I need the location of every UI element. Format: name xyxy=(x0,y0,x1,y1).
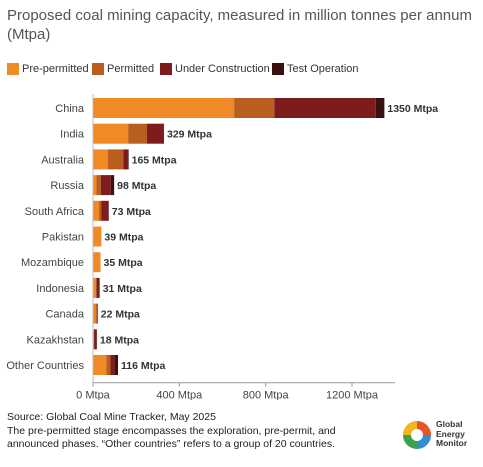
data-label-kazakhstan: 18 Mtpa xyxy=(100,334,139,346)
footer: Source: Global Coal Mine Tracker, May 20… xyxy=(7,411,387,452)
legend-label-under-construction: Under Construction xyxy=(175,63,270,75)
bar-china-pre-permitted xyxy=(93,98,235,118)
data-label-mozambique: 35 Mtpa xyxy=(104,257,143,269)
bar-canada-pre-permitted xyxy=(93,303,96,324)
category-label-india: India xyxy=(60,129,85,141)
logo-text: Global Energy Monitor xyxy=(436,419,468,448)
bar-australia-test-operation xyxy=(127,149,129,170)
definition-note: The pre-permitted stage encompasses the … xyxy=(7,424,336,451)
category-label-canada: Canada xyxy=(45,309,84,321)
category-label-south-africa: South Africa xyxy=(25,206,85,218)
x-tick-label: 400 Mtpa xyxy=(156,390,203,400)
data-label-china: 1350 Mtpa xyxy=(387,103,438,115)
bar-other-countries-pre-permitted xyxy=(93,355,107,375)
bar-russia-test-operation xyxy=(110,175,115,196)
legend-swatch-test-operation xyxy=(272,63,284,75)
bar-china-under-construction xyxy=(274,98,376,118)
bar-australia-pre-permitted xyxy=(93,149,108,170)
bar-china-permitted xyxy=(234,98,275,118)
global-energy-monitor-logo: Global Energy Monitor xyxy=(402,419,480,456)
source-note: Source: Global Coal Mine Tracker, May 20… xyxy=(7,411,216,423)
category-label-australia: Australia xyxy=(41,154,85,166)
x-tick-label: 1200 Mtpa xyxy=(326,390,379,400)
bar-other-countries-test-operation xyxy=(114,355,119,375)
legend-label-pre-permitted: Pre-permitted xyxy=(22,63,89,75)
data-label-indonesia: 31 Mtpa xyxy=(103,283,142,295)
data-label-australia: 165 Mtpa xyxy=(132,154,177,166)
data-label-canada: 22 Mtpa xyxy=(101,309,140,321)
chart-title: Proposed coal mining capacity, measured … xyxy=(7,7,472,43)
legend-swatch-permitted xyxy=(92,63,104,75)
bar-other-countries-under-construction xyxy=(110,355,115,375)
x-tick-label: 800 Mtpa xyxy=(243,390,290,400)
bar-other-countries-permitted xyxy=(106,355,111,375)
legend-swatch-under-construction xyxy=(160,63,172,75)
data-label-south-africa: 73 Mtpa xyxy=(112,206,151,218)
data-label-russia: 98 Mtpa xyxy=(117,180,156,192)
category-label-mozambique: Mozambique xyxy=(21,257,84,269)
bar-indonesia-permitted xyxy=(96,277,97,298)
bar-india-permitted xyxy=(128,123,147,144)
bar-indonesia-pre-permitted xyxy=(93,277,97,298)
bar-chart: China 1350 Mtpa India 329 Mtpa Australia 165 … xyxy=(6,94,438,400)
legend-swatch-pre-permitted xyxy=(7,63,19,75)
category-label-pakistan: Pakistan xyxy=(42,232,84,244)
bar-canada-under-construction xyxy=(96,303,98,324)
bar-indonesia-under-construction xyxy=(96,277,100,298)
data-label-india: 329 Mtpa xyxy=(167,129,212,141)
category-label-kazakhstan: Kazakhstan xyxy=(27,334,84,346)
bar-russia-pre-permitted xyxy=(93,175,97,196)
bar-australia-permitted xyxy=(107,149,124,170)
bar-south-africa-permitted xyxy=(99,200,102,221)
data-label-pakistan: 39 Mtpa xyxy=(104,232,143,244)
bar-kazakhstan-pre-permitted xyxy=(93,329,95,350)
bar-canada-permitted xyxy=(95,303,97,324)
bar-china-test-operation xyxy=(375,98,385,118)
data-label-other-countries: 116 Mtpa xyxy=(121,360,166,372)
bar-russia-under-construction xyxy=(100,175,111,196)
bar-kazakhstan-under-construction xyxy=(94,329,97,350)
category-label-russia: Russia xyxy=(50,180,85,192)
bar-south-africa-under-construction xyxy=(101,200,109,221)
bar-pakistan-pre-permitted xyxy=(93,226,102,247)
bar-india-pre-permitted xyxy=(93,123,129,144)
bar-mozambique-pre-permitted xyxy=(93,252,101,273)
bar-south-africa-pre-permitted xyxy=(93,200,100,221)
bar-india-under-construction xyxy=(146,123,165,144)
x-tick-label: 0 Mtpa xyxy=(76,390,111,400)
category-label-other-countries: Other Countries xyxy=(6,360,84,372)
legend-label-permitted: Permitted xyxy=(107,63,155,75)
globe-logo-icon xyxy=(402,420,432,450)
legend-label-test-operation: Test Operation xyxy=(287,63,359,75)
category-label-indonesia: Indonesia xyxy=(36,283,85,295)
bar-australia-under-construction xyxy=(123,149,128,170)
category-label-china: China xyxy=(55,103,85,115)
bar-russia-permitted xyxy=(96,175,101,196)
